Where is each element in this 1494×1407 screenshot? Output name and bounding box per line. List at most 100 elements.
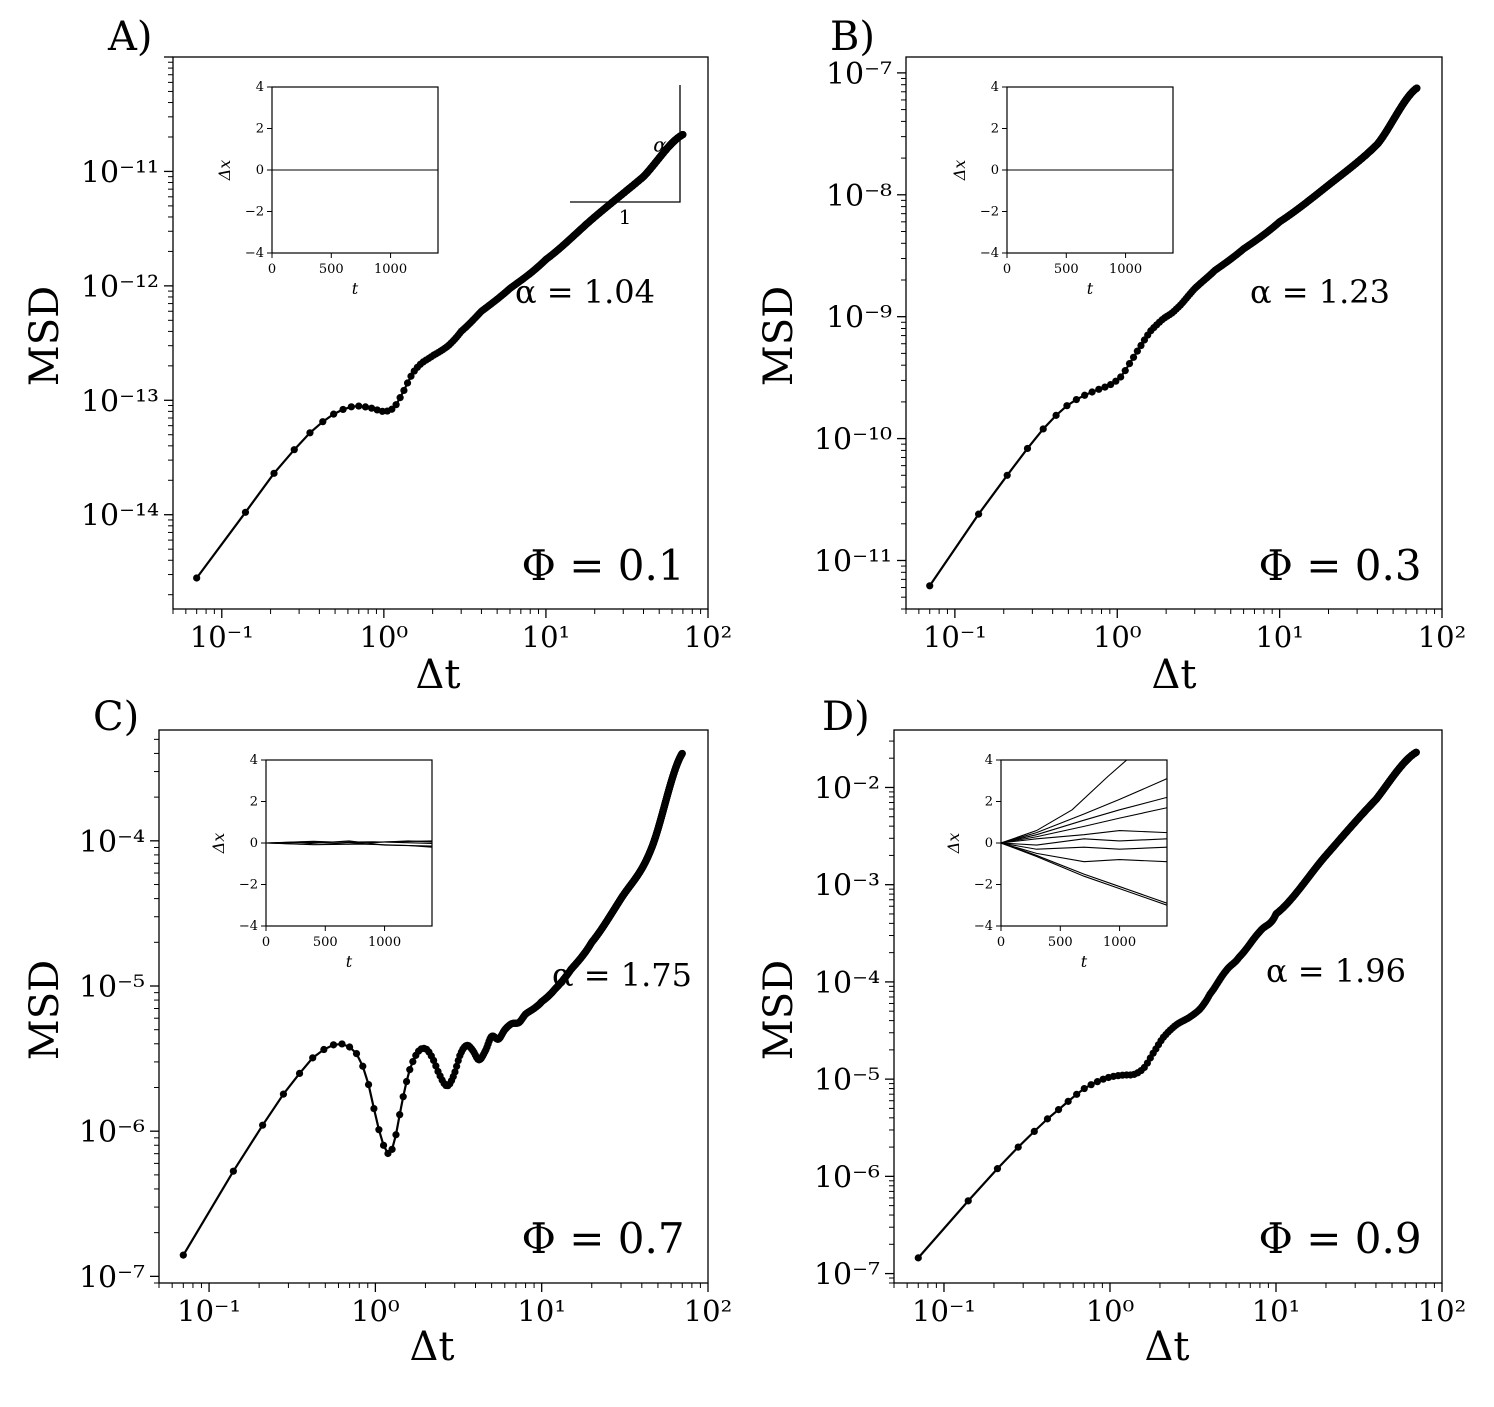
inset-x-tick-label: 1000: [374, 262, 407, 277]
inset-x-tick-label: 1000: [368, 935, 401, 950]
msd-data-point: [432, 1062, 440, 1070]
msd-data-point: [409, 1057, 417, 1066]
inset-trajectory-line: [1001, 838, 1167, 846]
inset-y-tick-label: 4: [250, 753, 258, 768]
msd-data-point: [364, 1080, 373, 1089]
msd-data-point: [319, 418, 327, 426]
inset-x-tick-label: 500: [319, 262, 344, 277]
msd-data-point: [392, 1131, 400, 1139]
msd-data-point: [396, 1111, 404, 1119]
msd-data-point: [1080, 1084, 1088, 1093]
inset-trajectories: [1001, 760, 1167, 906]
inset-y-tick-label: −4: [239, 919, 258, 934]
msd-data-point: [290, 446, 298, 454]
phi-annotation: Φ = 0.1: [521, 541, 684, 590]
msd-data-point: [1023, 444, 1032, 453]
msd-data-point: [279, 1090, 288, 1098]
alpha-annotation: α = 1.04: [515, 273, 655, 311]
x-tick-label: 10⁻¹: [912, 1294, 976, 1328]
msd-data-point: [993, 1165, 1002, 1173]
msd-data-point: [1081, 391, 1089, 399]
msd-data-point: [1117, 373, 1125, 381]
msd-data-point: [1072, 395, 1080, 404]
inset-plot: 0 500 1000 −4 −2 0 2 4 t Δx: [944, 753, 1168, 971]
y-tick-label: 10⁻⁶: [814, 1160, 880, 1195]
y-tick-label: 10⁻⁶: [79, 1115, 145, 1150]
slope-run-label: 1: [619, 205, 632, 229]
inset-y-tick-label: 2: [250, 795, 258, 810]
y-axis-label: MSD: [756, 286, 802, 386]
inset-plot: 0 500 1000 −4 −2 0 2 4 t Δx: [950, 80, 1174, 298]
msd-data-point: [388, 1145, 396, 1153]
msd-data-point: [379, 1141, 388, 1149]
msd-data-point: [1073, 1090, 1081, 1098]
msd-data-point: [400, 386, 408, 395]
msd-data-point: [1412, 748, 1420, 756]
inset-x-tick-label: 0: [268, 262, 276, 277]
y-tick-label: 10⁻¹¹: [81, 155, 159, 190]
y-tick-label: 10⁻¹⁴: [81, 499, 159, 534]
panel-a: 10⁻¹ 10⁰ 10¹ 10² 10⁻¹⁴ 10⁻¹³ 10⁻¹² 10⁻¹¹ Δt MSD A)…: [22, 14, 732, 698]
alpha-annotation: α = 1.96: [1266, 952, 1406, 990]
y-tick-label: 10⁻⁹: [826, 301, 892, 336]
y-axis-label: MSD: [22, 960, 68, 1060]
inset-y-tick-label: −2: [245, 205, 264, 220]
inset-plot: 0 500 1000 −4 −2 0 2 4 t Δx: [215, 80, 439, 298]
x-tick-label: 10²: [684, 1294, 733, 1328]
inset-trajectory-line: [1001, 807, 1167, 844]
inset-x-tick-label: 0: [997, 935, 1005, 950]
msd-data-point: [295, 1069, 304, 1078]
inset-y-tick-label: −4: [974, 919, 993, 934]
msd-data-point: [338, 1040, 346, 1048]
msd-data-point: [1413, 84, 1421, 92]
inset-trajectory-line: [1001, 760, 1128, 844]
msd-data-point: [270, 469, 278, 477]
inset-trajectory-line: [1001, 842, 1167, 850]
msd-data-point: [914, 1254, 922, 1262]
msd-data-point: [1063, 402, 1071, 410]
slope-rise-label: α: [653, 133, 667, 157]
msd-data-point: [396, 394, 404, 402]
x-axis-label: Δt: [1152, 652, 1197, 698]
inset-x-tick-label: 500: [1054, 262, 1079, 277]
msd-data-point: [407, 372, 415, 380]
x-tick-label: 10¹: [517, 1294, 566, 1328]
x-tick-label: 10⁰: [351, 1294, 400, 1328]
inset-trajectory-line: [1001, 842, 1167, 906]
msd-data-point: [388, 405, 396, 413]
inset-y-axis-label: Δx: [209, 833, 228, 855]
y-tick-label: 10⁻⁴: [814, 966, 880, 1001]
inset-x-tick-label: 500: [1048, 935, 1073, 950]
msd-data-point: [975, 510, 983, 518]
x-tick-label: 10¹: [1252, 1294, 1301, 1328]
msd-data-point: [306, 429, 314, 437]
msd-data-point: [1088, 388, 1096, 396]
y-tick-label: 10⁻³: [814, 869, 880, 904]
phi-annotation: Φ = 0.9: [1258, 1214, 1421, 1263]
y-tick-label: 10⁻⁵: [814, 1063, 880, 1098]
msd-data-point: [1030, 1127, 1038, 1135]
plot-frame: [172, 56, 709, 610]
inset-y-tick-label: −4: [980, 246, 999, 261]
inset-x-tick-label: 0: [1003, 262, 1011, 277]
x-axis-label: Δt: [410, 1324, 455, 1370]
inset-y-tick-label: 4: [256, 80, 264, 95]
msd-data-point: [1043, 1115, 1052, 1123]
msd-data-point: [1093, 1078, 1102, 1086]
msd-data-point: [355, 402, 363, 410]
inset-y-axis-label: Δx: [950, 160, 969, 182]
inset-y-axis-label: Δx: [944, 833, 963, 855]
y-tick-label: 10⁻⁷: [814, 1258, 880, 1293]
y-tick-label: 10⁻⁷: [826, 57, 892, 92]
inset-trajectory-line: [266, 842, 432, 848]
plot-frame: [158, 729, 709, 1284]
x-tick-label: 10⁻¹: [923, 620, 987, 654]
inset-frame: [1000, 759, 1168, 927]
y-tick-label: 10⁻⁷: [79, 1260, 145, 1295]
msd-data-point: [392, 401, 400, 409]
msd-data-point: [1054, 1106, 1063, 1114]
inset-trajectory-line: [266, 841, 432, 844]
msd-data-point: [370, 1104, 378, 1113]
inset-x-axis-label: t: [346, 952, 353, 971]
